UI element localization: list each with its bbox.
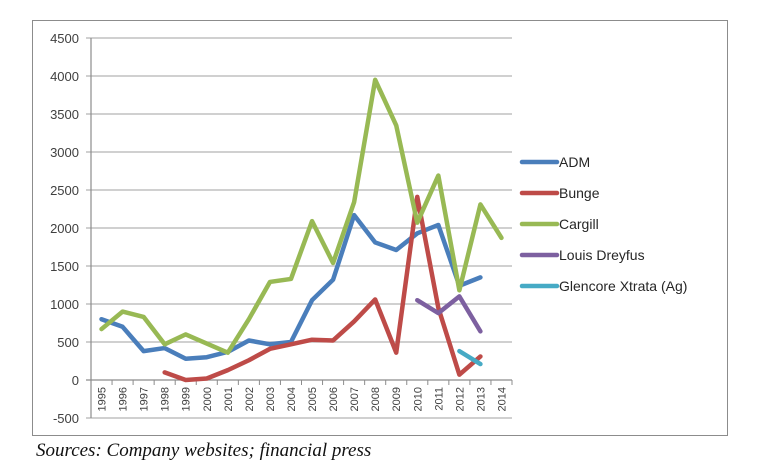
y-tick-label: 4500 [50, 31, 79, 46]
x-tick-label: 2012 [454, 387, 466, 411]
series-line [415, 294, 483, 334]
y-tick-label: 500 [57, 335, 79, 350]
x-tick-label: 2006 [328, 387, 340, 411]
x-tick-label: 1995 [97, 387, 109, 411]
legend-item: Louis Dreyfus [519, 247, 645, 263]
legend-item: Glencore Xtrata (Ag) [519, 278, 687, 294]
y-tick-label: 1000 [50, 297, 79, 312]
y-tick-label: 3500 [50, 107, 79, 122]
x-tick-label: 2013 [475, 387, 487, 411]
x-tick-label: 2010 [412, 387, 424, 411]
y-tick-label: 1500 [50, 259, 79, 274]
y-tick-label: 2000 [50, 221, 79, 236]
axes: -500 0 500 1000 1500 2000 2500 3000 3500 4000 4500… [50, 31, 513, 426]
series-lines [99, 77, 504, 383]
legend-label: ADM [559, 154, 590, 170]
legend-label: Cargill [559, 216, 599, 232]
source-note: Sources: Company websites; financial pre… [36, 440, 372, 461]
x-tick-label: 2001 [223, 387, 235, 411]
x-tick-label: 2002 [244, 387, 256, 411]
x-tick-label: 2005 [307, 387, 319, 411]
legend-item: Bunge [519, 185, 600, 201]
x-tick-label: 2011 [433, 387, 445, 411]
legend-label: Bunge [559, 185, 600, 201]
y-tick-label: 3000 [50, 145, 79, 160]
series-line [162, 194, 483, 383]
series-glencore-xtrata-ag [457, 348, 483, 367]
series-line [99, 77, 504, 355]
x-tick-label: 2008 [370, 387, 382, 411]
y-tick-label: -500 [53, 411, 79, 426]
y-tick-label: 4000 [50, 69, 79, 84]
x-tick-label: 1996 [118, 387, 130, 411]
legend-item: ADM [519, 154, 590, 170]
x-tick-label: 2004 [286, 387, 298, 411]
x-tick-label: 2009 [391, 387, 403, 411]
x-tick-label: 2003 [265, 387, 277, 411]
legend-label: Glencore Xtrata (Ag) [559, 278, 687, 294]
y-tick-label: 2500 [50, 183, 79, 198]
y-tick-label: 0 [72, 373, 79, 388]
x-tick-label: 2014 [496, 387, 508, 411]
x-tick-label: 1998 [160, 387, 172, 411]
series-bunge [162, 194, 483, 383]
x-tick-label: 1997 [139, 387, 151, 411]
x-tick-label: 1999 [181, 387, 193, 411]
legend-label: Louis Dreyfus [559, 247, 645, 263]
series-line [457, 348, 483, 367]
x-tick-label: 2007 [349, 387, 361, 411]
x-tick-label: 2000 [202, 387, 214, 411]
series-louis-dreyfus [415, 294, 483, 334]
legend: ADM Bunge Cargill Louis Dreyfus Glencore Xtr… [519, 154, 687, 294]
legend-item: Cargill [519, 216, 599, 232]
series-cargill [99, 77, 504, 355]
